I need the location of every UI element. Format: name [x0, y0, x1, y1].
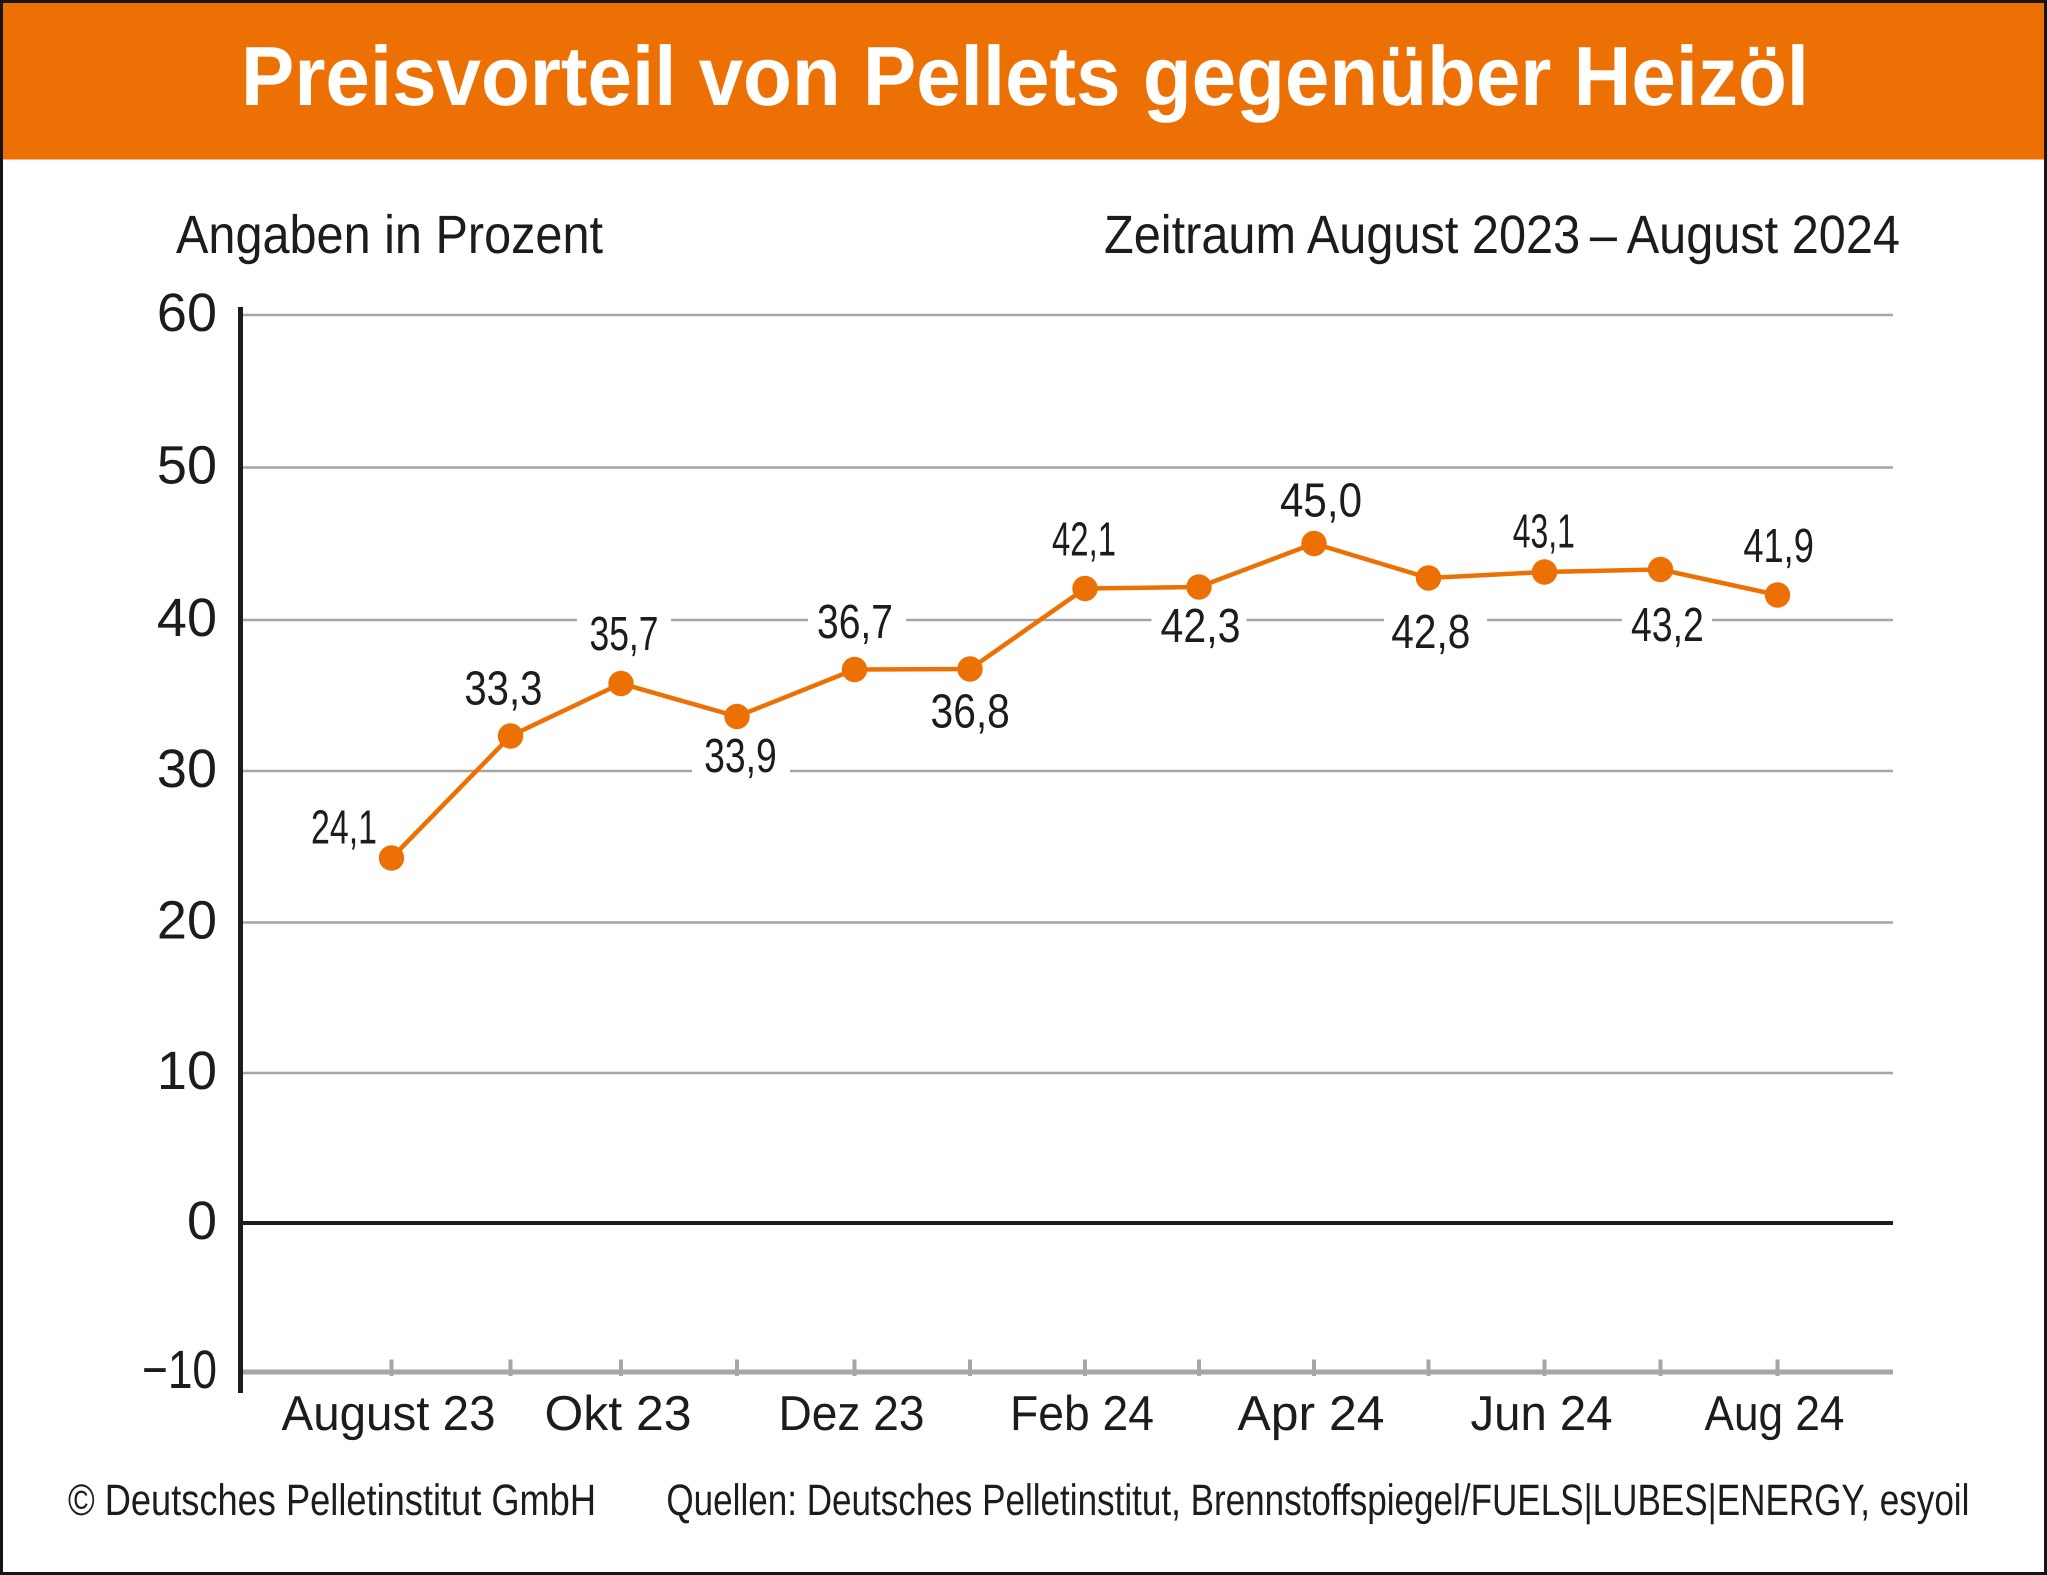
svg-text:42,1: 42,1 [1052, 514, 1116, 567]
svg-text:© Deutsches Pelletinstitut Gmb: © Deutsches Pelletinstitut GmbH [68, 1476, 596, 1525]
svg-text:−10: −10 [142, 1340, 217, 1400]
svg-text:36,7: 36,7 [817, 596, 893, 649]
svg-text:43,2: 43,2 [1631, 599, 1704, 652]
svg-text:Preisvorteil von Pellets gegen: Preisvorteil von Pellets gegenüber Heizö… [241, 29, 1809, 123]
svg-text:20: 20 [157, 891, 217, 951]
svg-text:24,1: 24,1 [311, 802, 377, 855]
svg-text:Feb 24: Feb 24 [1010, 1387, 1154, 1441]
svg-text:60: 60 [157, 283, 217, 343]
svg-text:Quellen: Deutsches Pelletinsti: Quellen: Deutsches Pelletinstitut, Brenn… [666, 1476, 1969, 1525]
svg-text:35,7: 35,7 [590, 608, 659, 661]
svg-text:Aug 24: Aug 24 [1705, 1387, 1845, 1441]
svg-text:30: 30 [157, 739, 217, 799]
svg-text:August 23: August 23 [282, 1387, 496, 1441]
svg-text:Angaben in Prozent: Angaben in Prozent [176, 205, 603, 265]
svg-text:40: 40 [157, 588, 217, 648]
svg-text:0: 0 [187, 1191, 217, 1251]
svg-text:Zeitraum August 2023 – August: Zeitraum August 2023 – August 2024 [1104, 205, 1900, 265]
svg-text:42,8: 42,8 [1391, 606, 1470, 659]
svg-text:33,9: 33,9 [704, 730, 777, 783]
svg-text:45,0: 45,0 [1280, 475, 1362, 528]
svg-text:42,3: 42,3 [1161, 600, 1241, 653]
svg-text:43,1: 43,1 [1513, 506, 1575, 559]
svg-text:10: 10 [157, 1041, 217, 1101]
svg-text:Dez 23: Dez 23 [779, 1387, 925, 1441]
svg-text:33,3: 33,3 [464, 663, 542, 716]
svg-text:Jun 24: Jun 24 [1471, 1387, 1613, 1441]
svg-text:36,8: 36,8 [931, 685, 1010, 738]
svg-text:50: 50 [157, 436, 217, 496]
svg-text:Okt 23: Okt 23 [545, 1387, 692, 1441]
svg-text:Apr 24: Apr 24 [1238, 1387, 1385, 1441]
svg-text:41,9: 41,9 [1743, 520, 1814, 573]
